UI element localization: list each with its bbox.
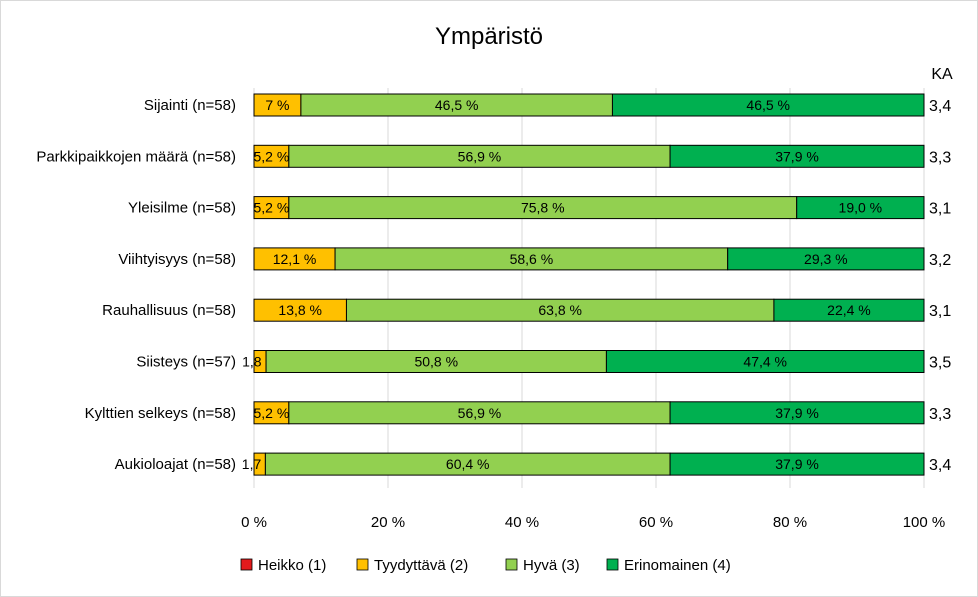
category-label: Yleisilme (n=58): [128, 200, 236, 217]
legend-label: Erinomainen (4): [624, 557, 731, 574]
ka-value: 3,3: [929, 149, 951, 166]
x-tick-label: 40 %: [505, 514, 539, 531]
category-label: Parkkipaikkojen määrä (n=58): [36, 148, 236, 165]
bar-row: Aukioloajat (n=58) 1,7 % 60,4 % 37,9 % 3,4: [115, 452, 951, 476]
x-tick-label: 20 %: [371, 514, 405, 531]
data-label: 5,2 %: [254, 200, 290, 216]
x-tick-label: 0 %: [241, 514, 267, 531]
ka-value: 3,4: [929, 457, 951, 474]
data-label: 58,6 %: [510, 251, 554, 267]
data-label: 7 %: [265, 97, 289, 113]
category-label: Aukioloajat (n=58): [115, 456, 236, 473]
bar-segment: [611, 93, 925, 117]
data-label: 19,0 %: [839, 200, 883, 216]
bar-segment: [669, 144, 925, 168]
bar-segment: [669, 401, 925, 425]
data-label: 29,3 %: [804, 251, 848, 267]
ka-value: 3,2: [929, 252, 951, 269]
x-tick-label: 80 %: [773, 514, 807, 531]
ka-value: 3,1: [929, 201, 951, 218]
bar-segment: [796, 196, 925, 220]
data-label: 56,9 %: [458, 405, 502, 421]
data-label: 50,8 %: [414, 354, 458, 370]
bar-row: Rauhallisuus (n=58) 13,8 % 63,8 % 22,4 % 3,1: [102, 298, 951, 322]
data-label: 60,4 %: [446, 456, 490, 472]
legend-label: Tyydyttävä (2): [374, 557, 468, 574]
bar-segment: [605, 350, 925, 373]
bar-row: Parkkipaikkojen määrä (n=58) 5,2 % 56,9 % 3…: [36, 144, 951, 168]
bar-segment: [773, 298, 925, 322]
data-label: 37,9 %: [775, 405, 819, 421]
legend-label: Heikko (1): [258, 557, 326, 574]
data-label: 46,5 %: [435, 97, 479, 113]
ka-value: 3,4: [929, 98, 951, 115]
legend-label: Hyvä (3): [523, 557, 580, 574]
chart-title: Ympäristö: [435, 23, 543, 50]
bar-segment: [669, 452, 925, 476]
data-label: 63,8 %: [538, 302, 582, 318]
data-label: 75,8 %: [521, 200, 565, 216]
data-label: 56,9 %: [458, 148, 502, 164]
data-label: 22,4 %: [827, 302, 871, 318]
category-label: Viihtyisyys (n=58): [118, 251, 236, 268]
data-label: 5,2 %: [254, 405, 290, 421]
data-label: 46,5 %: [746, 97, 790, 113]
category-label: Sijainti (n=58): [144, 97, 236, 114]
ka-value: 3,3: [929, 406, 951, 423]
bar-row: Viihtyisyys (n=58) 12,1 % 58,6 % 29,3 % 3,2: [118, 247, 951, 271]
ka-header: KA: [931, 66, 953, 83]
legend-swatch: [606, 558, 619, 571]
bar-row: Yleisilme (n=58) 5,2 % 75,8 % 19,0 % 3,1: [128, 196, 951, 220]
category-label: Kylttien selkeys (n=58): [85, 405, 236, 422]
ka-value: 3,5: [929, 355, 951, 372]
legend-swatch: [240, 558, 253, 571]
category-label: Rauhallisuus (n=58): [102, 302, 236, 319]
legend-swatch: [356, 558, 369, 571]
ka-value: 3,1: [929, 303, 951, 320]
data-label: 13,8 %: [278, 302, 322, 318]
data-label: 37,9 %: [775, 456, 819, 472]
bar-segment: [727, 247, 925, 271]
data-label: 47,4 %: [743, 354, 787, 370]
x-tick-label: 100 %: [903, 514, 946, 531]
data-label: 12,1 %: [273, 251, 317, 267]
bar-row: Siisteys (n=57) 1,8 % 50,8 % 47,4 % 3,5: [136, 350, 951, 373]
bar-row: Sijainti (n=58) 7 % 46,5 % 46,5 % 3,4: [144, 93, 951, 117]
legend-swatch: [505, 558, 518, 571]
x-tick-label: 60 %: [639, 514, 673, 531]
bar-row: Kylttien selkeys (n=58) 5,2 % 56,9 % 37,9 %…: [85, 401, 951, 425]
data-label: 37,9 %: [775, 148, 819, 164]
data-label: 5,2 %: [254, 148, 290, 164]
category-label: Siisteys (n=57): [136, 354, 236, 371]
